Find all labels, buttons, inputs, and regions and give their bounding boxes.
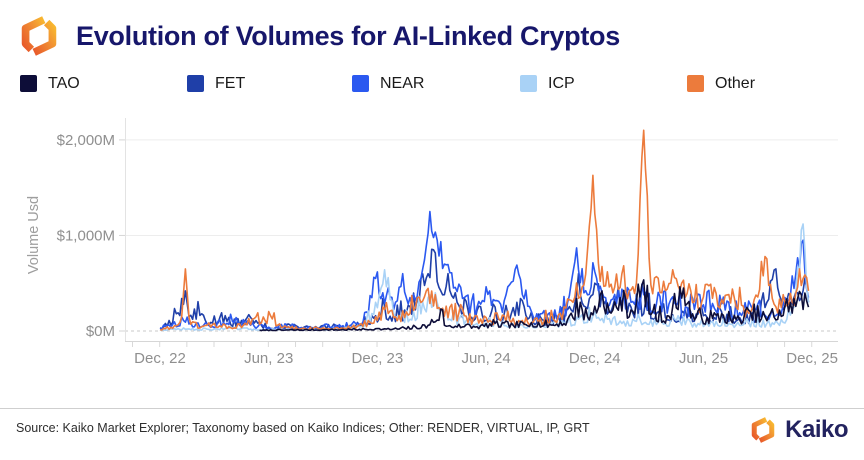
kaiko-logo-icon (21, 16, 57, 56)
legend-label: Other (715, 75, 756, 92)
icp-swatch-icon (520, 75, 537, 92)
legend-label: ICP (548, 75, 575, 92)
x-axis-label: Dec, 25 (786, 350, 838, 367)
x-axis-label: Jun, 25 (679, 350, 728, 367)
y-axis-label: $0M (86, 323, 115, 340)
footer-divider (0, 408, 864, 409)
series-line-tao (259, 279, 810, 332)
legend-item-icp: ICP (520, 75, 575, 92)
x-axis-label: Dec, 23 (352, 350, 404, 367)
legend-item-fet: FET (187, 75, 245, 92)
x-axis-label: Dec, 24 (569, 350, 621, 367)
legend-label: NEAR (380, 75, 425, 92)
chart-legend: TAO FET NEAR ICP Other (0, 75, 864, 97)
page-title: Evolution of Volumes for AI-Linked Crypt… (76, 20, 620, 51)
legend-item-other: Other (687, 75, 755, 92)
y-axis-label: $2,000M (57, 132, 115, 149)
source-note: Source: Kaiko Market Explorer; Taxonomy … (16, 421, 590, 435)
x-axis-label: Dec, 22 (134, 350, 186, 367)
x-axis-label: Jun, 23 (244, 350, 293, 367)
legend-item-tao: TAO (20, 75, 80, 92)
footer-brand-name: Kaiko (785, 416, 848, 443)
tao-swatch-icon (20, 75, 37, 92)
legend-label: TAO (48, 75, 80, 92)
header: Evolution of Volumes for AI-Linked Crypt… (16, 13, 620, 59)
near-swatch-icon (352, 75, 369, 92)
footer-brand: Kaiko (748, 415, 848, 445)
other-swatch-icon (687, 75, 704, 92)
legend-item-near: NEAR (352, 75, 424, 92)
y-axis-label: $1,000M (57, 227, 115, 244)
volume-chart: $0M $1,000M $2,000M Dec, 22 Jun, 23 Dec, 23 Ju… (26, 118, 838, 367)
y-axis-title: Volume Usd (26, 196, 42, 274)
fet-swatch-icon (187, 75, 204, 92)
x-axis-label: Jun, 24 (461, 350, 510, 367)
kaiko-logo-icon (751, 417, 775, 443)
legend-label: FET (215, 75, 246, 92)
series-line-near (159, 210, 810, 330)
